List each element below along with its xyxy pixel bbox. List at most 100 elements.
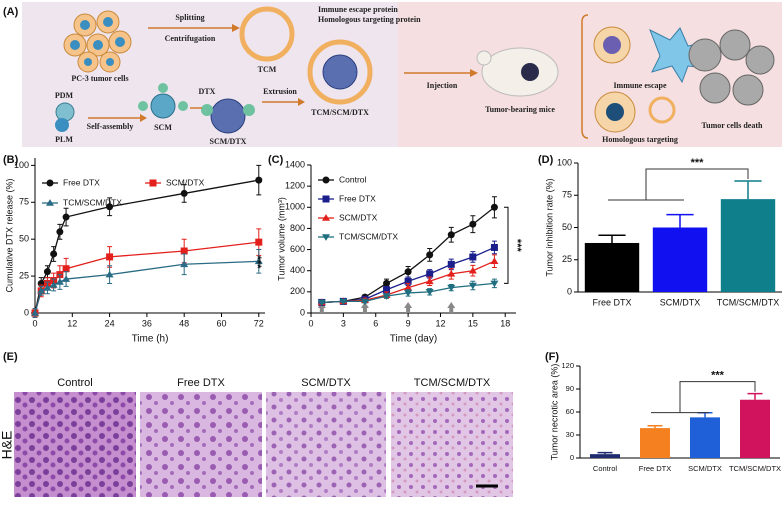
- error-bar: [647, 425, 663, 429]
- x-tick-label: 36: [142, 318, 152, 328]
- legend-label: Control: [339, 174, 367, 184]
- legend-label: TCM/SCM/DTX: [63, 197, 122, 207]
- marker: [180, 247, 188, 255]
- y-tick-label: 800: [290, 223, 305, 233]
- schematic-label: TCM/SCM/DTX: [311, 108, 369, 117]
- bar: [690, 417, 720, 458]
- injection-arrow: [360, 302, 369, 313]
- y-tick-label: 30: [566, 430, 574, 439]
- x-tick-label: 0: [308, 318, 313, 328]
- marker: [468, 282, 477, 290]
- marker: [447, 284, 456, 292]
- y-tick-label: 120: [561, 361, 574, 370]
- marker: [31, 309, 39, 316]
- y-tick-label: 90: [566, 384, 574, 393]
- marker: [105, 270, 114, 278]
- marker: [43, 268, 51, 276]
- marker: [404, 268, 412, 276]
- y-tick-label: 50: [19, 234, 29, 244]
- cells: [593, 26, 775, 133]
- marker: [447, 231, 455, 239]
- y-axis-label: Tumor inhibition rate (%): [544, 178, 554, 276]
- legend-label: TCM/SCM/DTX: [339, 231, 398, 241]
- legend-marker: [46, 179, 54, 187]
- arrowhead: [232, 24, 240, 32]
- group-label: Control: [57, 377, 92, 389]
- marker: [37, 287, 46, 294]
- marker: [50, 250, 58, 258]
- group-label: Free DTX: [177, 377, 225, 389]
- marker: [469, 220, 477, 228]
- schematic-label: Immune escape protein: [318, 5, 398, 14]
- marker: [180, 260, 189, 268]
- significance: ***: [511, 239, 523, 253]
- legend-label: Free DTX: [63, 177, 100, 187]
- marker: [425, 277, 434, 285]
- schematic-label: TCM: [258, 65, 277, 74]
- legend-marker: [322, 214, 330, 221]
- schematic-label: Splitting: [175, 13, 204, 22]
- x-tick-label: SCM/DTX: [688, 464, 722, 473]
- panel-label: (D): [538, 154, 554, 166]
- bar: [720, 199, 776, 292]
- marker: [339, 298, 348, 306]
- panel-label: (A): [3, 6, 19, 18]
- legend-label: SCM/DTX: [166, 177, 205, 187]
- y-tick-label: 25: [562, 254, 572, 264]
- injection-arrow: [317, 302, 326, 313]
- schematic-label: Tumor cells death: [702, 121, 763, 130]
- marker: [490, 257, 499, 264]
- marker: [360, 298, 369, 306]
- error-bar: [597, 451, 613, 455]
- y-tick-label: 100: [14, 160, 29, 170]
- y-axis-label: Tumor volume (mm³): [276, 197, 286, 281]
- significance: ***: [691, 157, 705, 169]
- bar: [740, 399, 770, 458]
- y-tick-label: 0: [567, 286, 572, 296]
- marker: [425, 289, 434, 296]
- marker: [255, 176, 263, 184]
- he-image: [266, 392, 386, 497]
- he-image: [391, 392, 513, 497]
- schematic-label: Centrifugation: [165, 34, 216, 43]
- x-axis-label: Time (h): [132, 334, 169, 345]
- error-bar: [734, 180, 762, 200]
- y-tick-label: 1000: [285, 202, 305, 212]
- panel-e-images: [14, 392, 513, 497]
- he-image: [140, 392, 262, 497]
- marker: [106, 203, 114, 211]
- x-tick-label: 9: [406, 318, 411, 328]
- schematic-label: Immune escape: [613, 81, 667, 90]
- schematic-label: DTX: [199, 87, 216, 96]
- legend-label: Free DTX: [339, 193, 376, 203]
- marker: [317, 299, 326, 307]
- marker: [62, 265, 70, 273]
- error-bar: [747, 392, 763, 400]
- x-tick-label: 6: [373, 318, 378, 328]
- marker: [447, 270, 456, 277]
- marker: [49, 281, 58, 288]
- marker: [404, 283, 413, 291]
- x-tick-label: SCM/DTX: [660, 297, 701, 307]
- bar: [590, 454, 620, 458]
- error-bar: [697, 412, 713, 418]
- marker: [426, 270, 434, 278]
- x-tick-label: TCM/SCM/DTX: [729, 464, 781, 473]
- legend-marker: [46, 199, 54, 206]
- x-tick-label: 18: [500, 318, 510, 328]
- x-tick-label: 12: [435, 318, 445, 328]
- marker: [404, 290, 413, 297]
- bar: [640, 428, 670, 458]
- marker: [447, 260, 455, 268]
- y-tick-label: 60: [566, 407, 574, 416]
- x-tick-label: 24: [105, 318, 115, 328]
- bar: [584, 242, 640, 292]
- significance: ***: [251, 256, 263, 270]
- legend-marker: [322, 195, 330, 203]
- bar: [652, 227, 708, 292]
- legend-label: SCM/DTX: [339, 212, 378, 222]
- marker: [382, 293, 391, 300]
- schematic-label: Tumor-bearing mice: [485, 105, 555, 114]
- schematic-label: PLM: [55, 135, 73, 144]
